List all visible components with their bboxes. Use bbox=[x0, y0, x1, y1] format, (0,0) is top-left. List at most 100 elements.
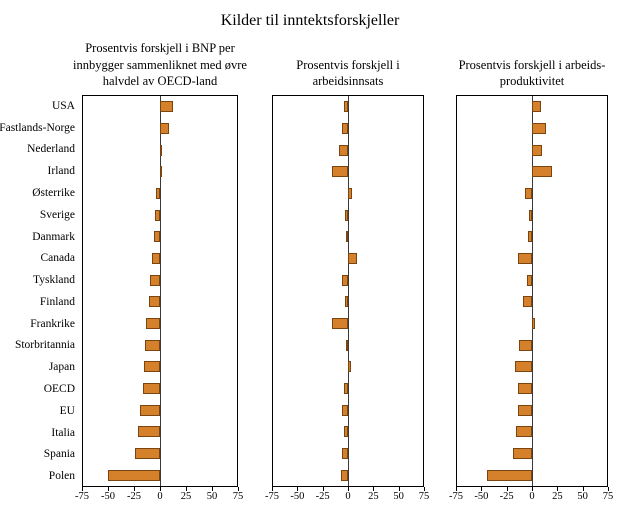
bar-fastlands-norge bbox=[532, 122, 546, 134]
category-label: Finland bbox=[39, 295, 75, 308]
tick-mark bbox=[160, 487, 161, 491]
tick-mark bbox=[134, 487, 135, 491]
plot-area bbox=[456, 95, 608, 487]
tick-label: 75 bbox=[418, 491, 430, 502]
bar-eu bbox=[518, 404, 532, 416]
bar-polen bbox=[107, 469, 160, 481]
tick-label: 25 bbox=[180, 491, 192, 502]
tick-label: 50 bbox=[393, 491, 404, 502]
zero-line bbox=[160, 96, 161, 486]
bar-oecd bbox=[518, 383, 532, 394]
x-axis: -75 -50 -25 0 25 50 75 bbox=[449, 487, 613, 505]
bar-irland bbox=[160, 166, 163, 178]
tick-label: 75 bbox=[232, 491, 244, 502]
panel-title: Prosentvis forskjell i BNP per innbygger… bbox=[73, 41, 247, 88]
tick-label: -50 bbox=[101, 491, 115, 502]
bar-storbritannia bbox=[144, 339, 160, 351]
category-label: EU bbox=[59, 404, 75, 417]
tick-label: 0 bbox=[157, 491, 163, 502]
panel-bnp-per-innbygger: Prosentvis forskjell i BNP per innbygger… bbox=[73, 41, 247, 502]
bar-eu bbox=[342, 404, 348, 416]
bar-spania bbox=[342, 447, 348, 459]
tick-label: 0 bbox=[345, 491, 351, 502]
x-axis: -75 -50 -25 0 25 50 75 bbox=[75, 487, 243, 505]
bar-oecd bbox=[142, 383, 160, 394]
tick-label: 75 bbox=[602, 491, 614, 502]
bar-japan bbox=[348, 361, 351, 373]
bar-irland bbox=[532, 166, 552, 178]
bar-canada bbox=[348, 253, 357, 264]
x-axis: -75 -50 -25 0 25 50 75 bbox=[265, 487, 429, 505]
tick-mark bbox=[481, 487, 483, 491]
zero-line bbox=[532, 96, 533, 486]
panel-arbeidsproduktivitet: Prosentvis forskjell i arbeids- produkti… bbox=[449, 58, 613, 503]
tick-label: -75 bbox=[75, 491, 89, 502]
tick-mark bbox=[212, 487, 213, 491]
bar-finland bbox=[345, 296, 348, 308]
bar-usa bbox=[344, 101, 348, 113]
panel-title: Prosentvis forskjell i arbeidsinnsats bbox=[296, 57, 400, 88]
bar-fastlands-norge bbox=[342, 122, 348, 134]
category-label: Østerrike bbox=[32, 187, 75, 200]
bar-polen bbox=[487, 469, 532, 481]
category-label: Tyskland bbox=[33, 274, 75, 287]
tick-mark bbox=[272, 487, 273, 491]
bar-sverige bbox=[154, 209, 160, 221]
tick-label: 50 bbox=[577, 491, 588, 502]
tick-mark bbox=[456, 487, 457, 491]
bar-sverige bbox=[345, 209, 348, 221]
bar-nederland bbox=[160, 144, 163, 156]
category-label: Sverige bbox=[39, 208, 75, 221]
bar-italia bbox=[138, 426, 160, 438]
bar-usa bbox=[532, 101, 541, 113]
bar-frankrike bbox=[332, 317, 348, 329]
bar-sverige bbox=[529, 209, 532, 221]
zero-line bbox=[348, 96, 349, 486]
bar-canada bbox=[518, 253, 532, 264]
category-label: Japan bbox=[48, 361, 75, 374]
tick-label: -75 bbox=[265, 491, 279, 502]
bar-japan bbox=[515, 361, 532, 373]
bar--sterrike bbox=[348, 188, 352, 199]
bar-frankrike bbox=[532, 317, 535, 329]
plot-area bbox=[272, 95, 424, 487]
tick-mark bbox=[348, 487, 349, 491]
category-labels: USA Fastlands-Norge Nederland Irland Østerri… bbox=[0, 95, 78, 487]
tick-mark bbox=[532, 487, 533, 491]
tick-label: -50 bbox=[474, 491, 489, 502]
tick-mark bbox=[186, 487, 187, 491]
tick-mark bbox=[506, 487, 508, 491]
tick-mark bbox=[82, 487, 83, 491]
category-label: Italia bbox=[51, 426, 75, 439]
plot-area bbox=[82, 95, 238, 487]
tick-mark bbox=[108, 487, 109, 491]
bar-danmark bbox=[153, 231, 160, 243]
tick-label: -25 bbox=[127, 491, 141, 502]
bar-storbritannia bbox=[519, 339, 532, 351]
bar-canada bbox=[151, 253, 160, 264]
category-label: Canada bbox=[40, 252, 75, 265]
category-label: USA bbox=[51, 99, 75, 112]
tick-mark bbox=[557, 487, 559, 491]
category-label: Storbritannia bbox=[14, 339, 75, 352]
bar-eu bbox=[140, 404, 160, 416]
bar-nederland bbox=[532, 144, 542, 156]
bar--sterrike bbox=[155, 188, 160, 199]
bar-finland bbox=[148, 296, 160, 308]
tick-mark bbox=[608, 487, 609, 491]
bar-polen bbox=[341, 469, 348, 481]
tick-mark bbox=[238, 487, 239, 491]
category-label: Spania bbox=[43, 448, 75, 461]
tick-mark bbox=[297, 487, 299, 491]
bar-danmark bbox=[528, 231, 532, 243]
category-label: Danmark bbox=[32, 230, 75, 243]
bar-italia bbox=[344, 426, 348, 438]
tick-label: -25 bbox=[315, 491, 330, 502]
bar-oecd bbox=[344, 383, 348, 394]
bar-spania bbox=[135, 447, 160, 459]
bar-tyskland bbox=[149, 274, 160, 286]
bar--sterrike bbox=[525, 188, 532, 199]
bar-japan bbox=[143, 361, 160, 373]
panel-arbeidsinnsats: Prosentvis forskjell i arbeidsinnsats -7… bbox=[265, 58, 429, 503]
bar-storbritannia bbox=[346, 339, 348, 351]
